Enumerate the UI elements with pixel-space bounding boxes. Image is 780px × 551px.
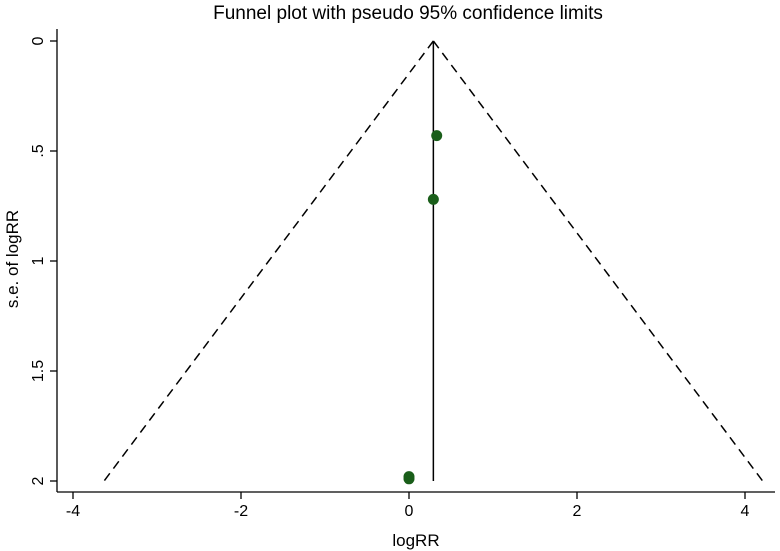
y-tick-label: .5 [30, 144, 47, 157]
chart-title: Funnel plot with pseudo 95% confidence l… [213, 3, 603, 24]
data-points [403, 130, 443, 485]
y-tick-label: 1 [30, 256, 47, 265]
funnel-lines [103, 40, 764, 482]
y-tick-label: 1.5 [30, 360, 47, 382]
y-tick-label: 0 [30, 36, 47, 45]
x-axis-title: logRR [392, 531, 439, 550]
y-axis-title: s.e. of logRR [3, 210, 22, 308]
data-point [431, 130, 443, 142]
data-point [403, 473, 415, 485]
x-tick-label: 2 [573, 503, 582, 520]
data-point [427, 193, 439, 205]
right-confidence-limit-line [432, 40, 764, 482]
x-tick-label: 0 [405, 503, 414, 520]
x-tick-label: -2 [234, 503, 248, 520]
y-tick-label: 2 [30, 476, 47, 485]
x-tick-label: -4 [66, 503, 80, 520]
x-tick-label: 4 [741, 503, 750, 520]
left-confidence-limit-line [103, 40, 434, 482]
axes: 0 .5 1 1.5 2 -4 -2 0 2 4 [30, 29, 775, 520]
